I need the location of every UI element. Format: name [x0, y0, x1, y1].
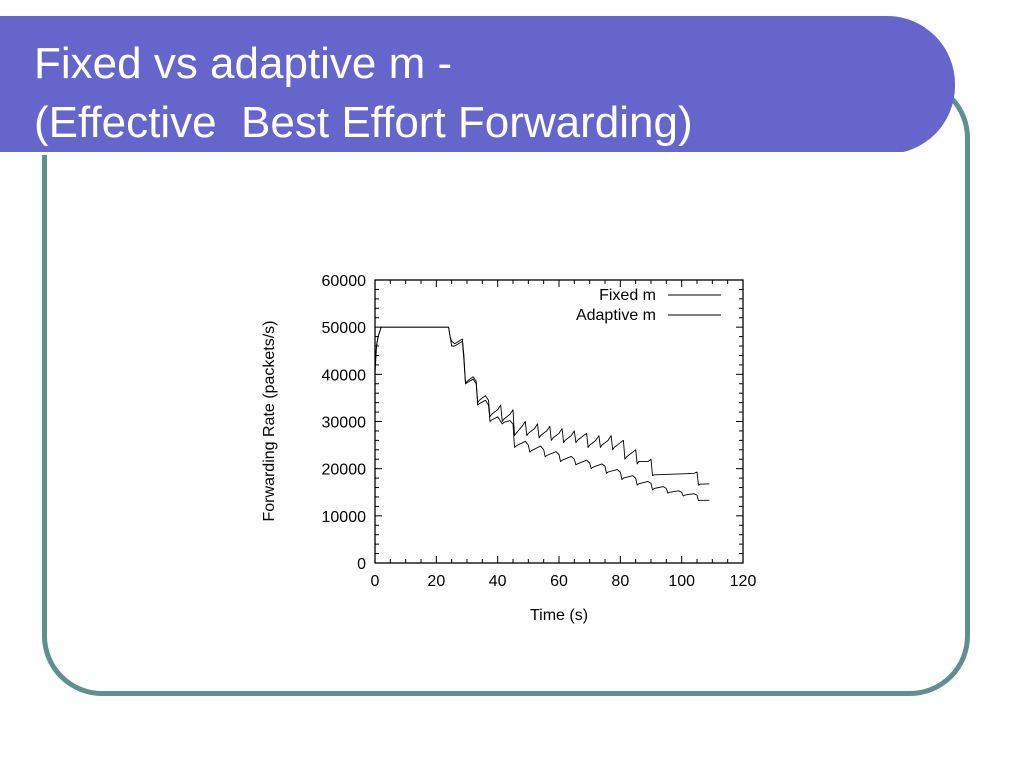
slide-title-line-1: Fixed vs adaptive m - [34, 39, 453, 88]
legend-label: Adaptive m [576, 307, 656, 324]
x-tick-label: 40 [489, 573, 507, 590]
title-underline [0, 152, 903, 155]
x-tick-label: 60 [550, 573, 568, 590]
series-line-adaptive-m [374, 326, 710, 502]
x-axis-title: Time (s) [530, 607, 588, 624]
chart-legend: Fixed m Adaptive m [576, 287, 721, 324]
x-tick-label: 20 [427, 573, 445, 590]
y-tick-label: 40000 [322, 367, 367, 384]
legend-label: Fixed m [599, 287, 656, 304]
y-axis-title: Forwarding Rate (packets/s) [261, 321, 278, 522]
chart-ticks [374, 279, 744, 564]
x-tick-label: 120 [730, 573, 757, 590]
x-tick-label: 80 [611, 573, 629, 590]
x-tick-label: 0 [371, 573, 380, 590]
y-tick-label: 30000 [322, 415, 367, 432]
y-tick-label: 50000 [322, 320, 367, 337]
y-tick-label: 10000 [322, 509, 367, 526]
slide-title-line-2: (Effective Best Effort Forwarding) [34, 98, 693, 147]
x-tick-label: 100 [668, 573, 695, 590]
chart-axes [374, 279, 744, 564]
chart-tick-labels: 0 20 40 60 80 100 120 0 10000 20000 30000 40000 5000… [322, 273, 757, 590]
title-banner: Fixed vs adaptive m - (Effective Best Ef… [0, 16, 955, 155]
chart-series [374, 326, 710, 502]
y-tick-label: 20000 [322, 462, 367, 479]
plot-area-frame [374, 279, 744, 564]
y-tick-label: 60000 [322, 273, 367, 290]
y-tick-label: 0 [357, 556, 366, 573]
series-line-fixed-m [374, 326, 710, 486]
